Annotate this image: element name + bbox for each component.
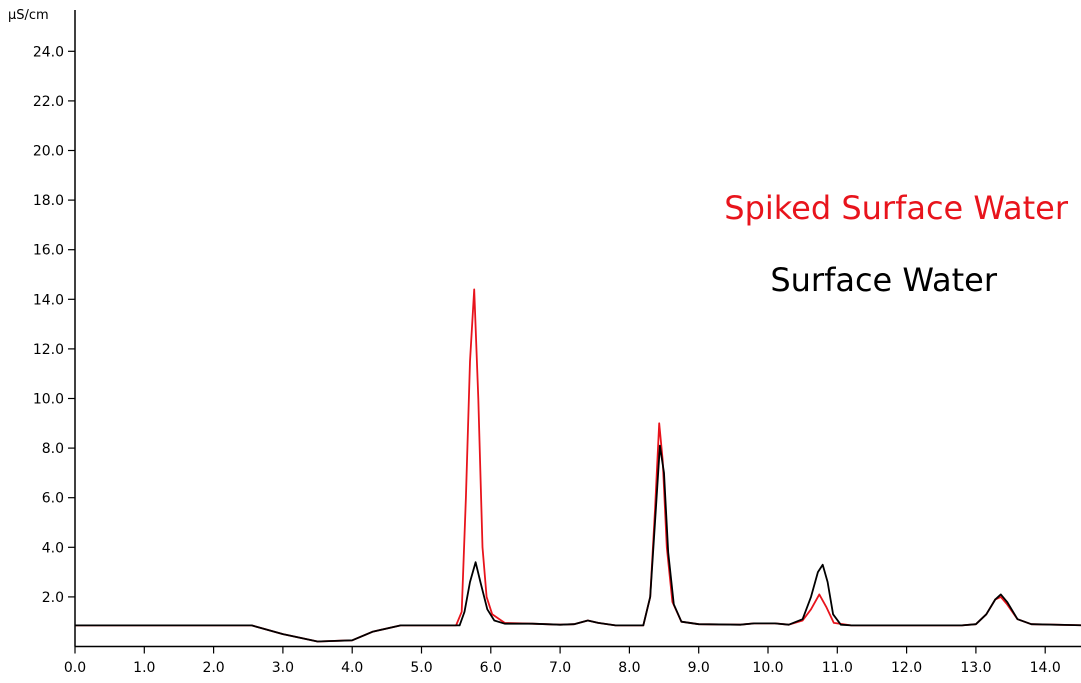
x-tick-label: 2.0: [202, 660, 224, 676]
x-tick-label: 12.0: [891, 660, 922, 676]
x-tick-label: 11.0: [822, 660, 853, 676]
spiked-surface-water-trace: [75, 288, 1081, 643]
x-tick-label: 9.0: [688, 660, 710, 676]
y-tick-label: 6.0: [42, 491, 64, 507]
y-tick-label: 16.0: [33, 243, 64, 259]
legend-surface-water: Surface Water: [770, 261, 998, 299]
chromatogram-traces: [75, 288, 1081, 643]
y-tick-label: 2.0: [42, 590, 64, 606]
y-tick-label: 22.0: [33, 94, 64, 110]
x-tick-label: 1.0: [133, 660, 155, 676]
y-tick-label: 14.0: [33, 292, 64, 308]
x-tick-label: 13.0: [960, 660, 991, 676]
y-tick-label: 8.0: [42, 441, 64, 457]
x-tick-label: 3.0: [272, 660, 294, 676]
y-axis-unit-label: µS/cm: [8, 8, 49, 23]
y-axis-ticks: 2.0 4.0 6.0 8.0 10.0 12.0 14.0 16.0 18.0 20.0 22.0…: [33, 44, 75, 606]
y-tick-label: 20.0: [33, 144, 64, 160]
x-tick-label: 8.0: [618, 660, 640, 676]
x-tick-label: 5.0: [410, 660, 432, 676]
x-tick-label: 14.0: [1030, 660, 1061, 676]
y-tick-label: 12.0: [33, 342, 64, 358]
y-tick-label: 18.0: [33, 193, 64, 209]
y-tick-label: 24.0: [33, 44, 64, 60]
x-tick-label: 6.0: [480, 660, 502, 676]
legend-spiked-surface-water: Spiked Surface Water: [724, 189, 1069, 227]
y-tick-label: 10.0: [33, 392, 64, 408]
x-tick-label: 0.0: [64, 660, 86, 676]
y-tick-label: 4.0: [42, 540, 64, 556]
surface-water-trace: [75, 444, 1081, 643]
x-axis-ticks: 0.0 1.0 2.0 3.0 4.0 5.0 6.0 7.0 8.0 9.0 10.0 11.0 12…: [64, 646, 1061, 676]
x-tick-label: 10.0: [752, 660, 783, 676]
x-tick-label: 7.0: [549, 660, 571, 676]
x-tick-label: 4.0: [341, 660, 363, 676]
